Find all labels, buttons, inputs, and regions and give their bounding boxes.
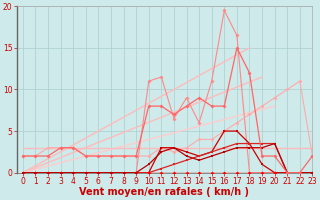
X-axis label: Vent moyen/en rafales ( km/h ): Vent moyen/en rafales ( km/h ) — [79, 187, 250, 197]
